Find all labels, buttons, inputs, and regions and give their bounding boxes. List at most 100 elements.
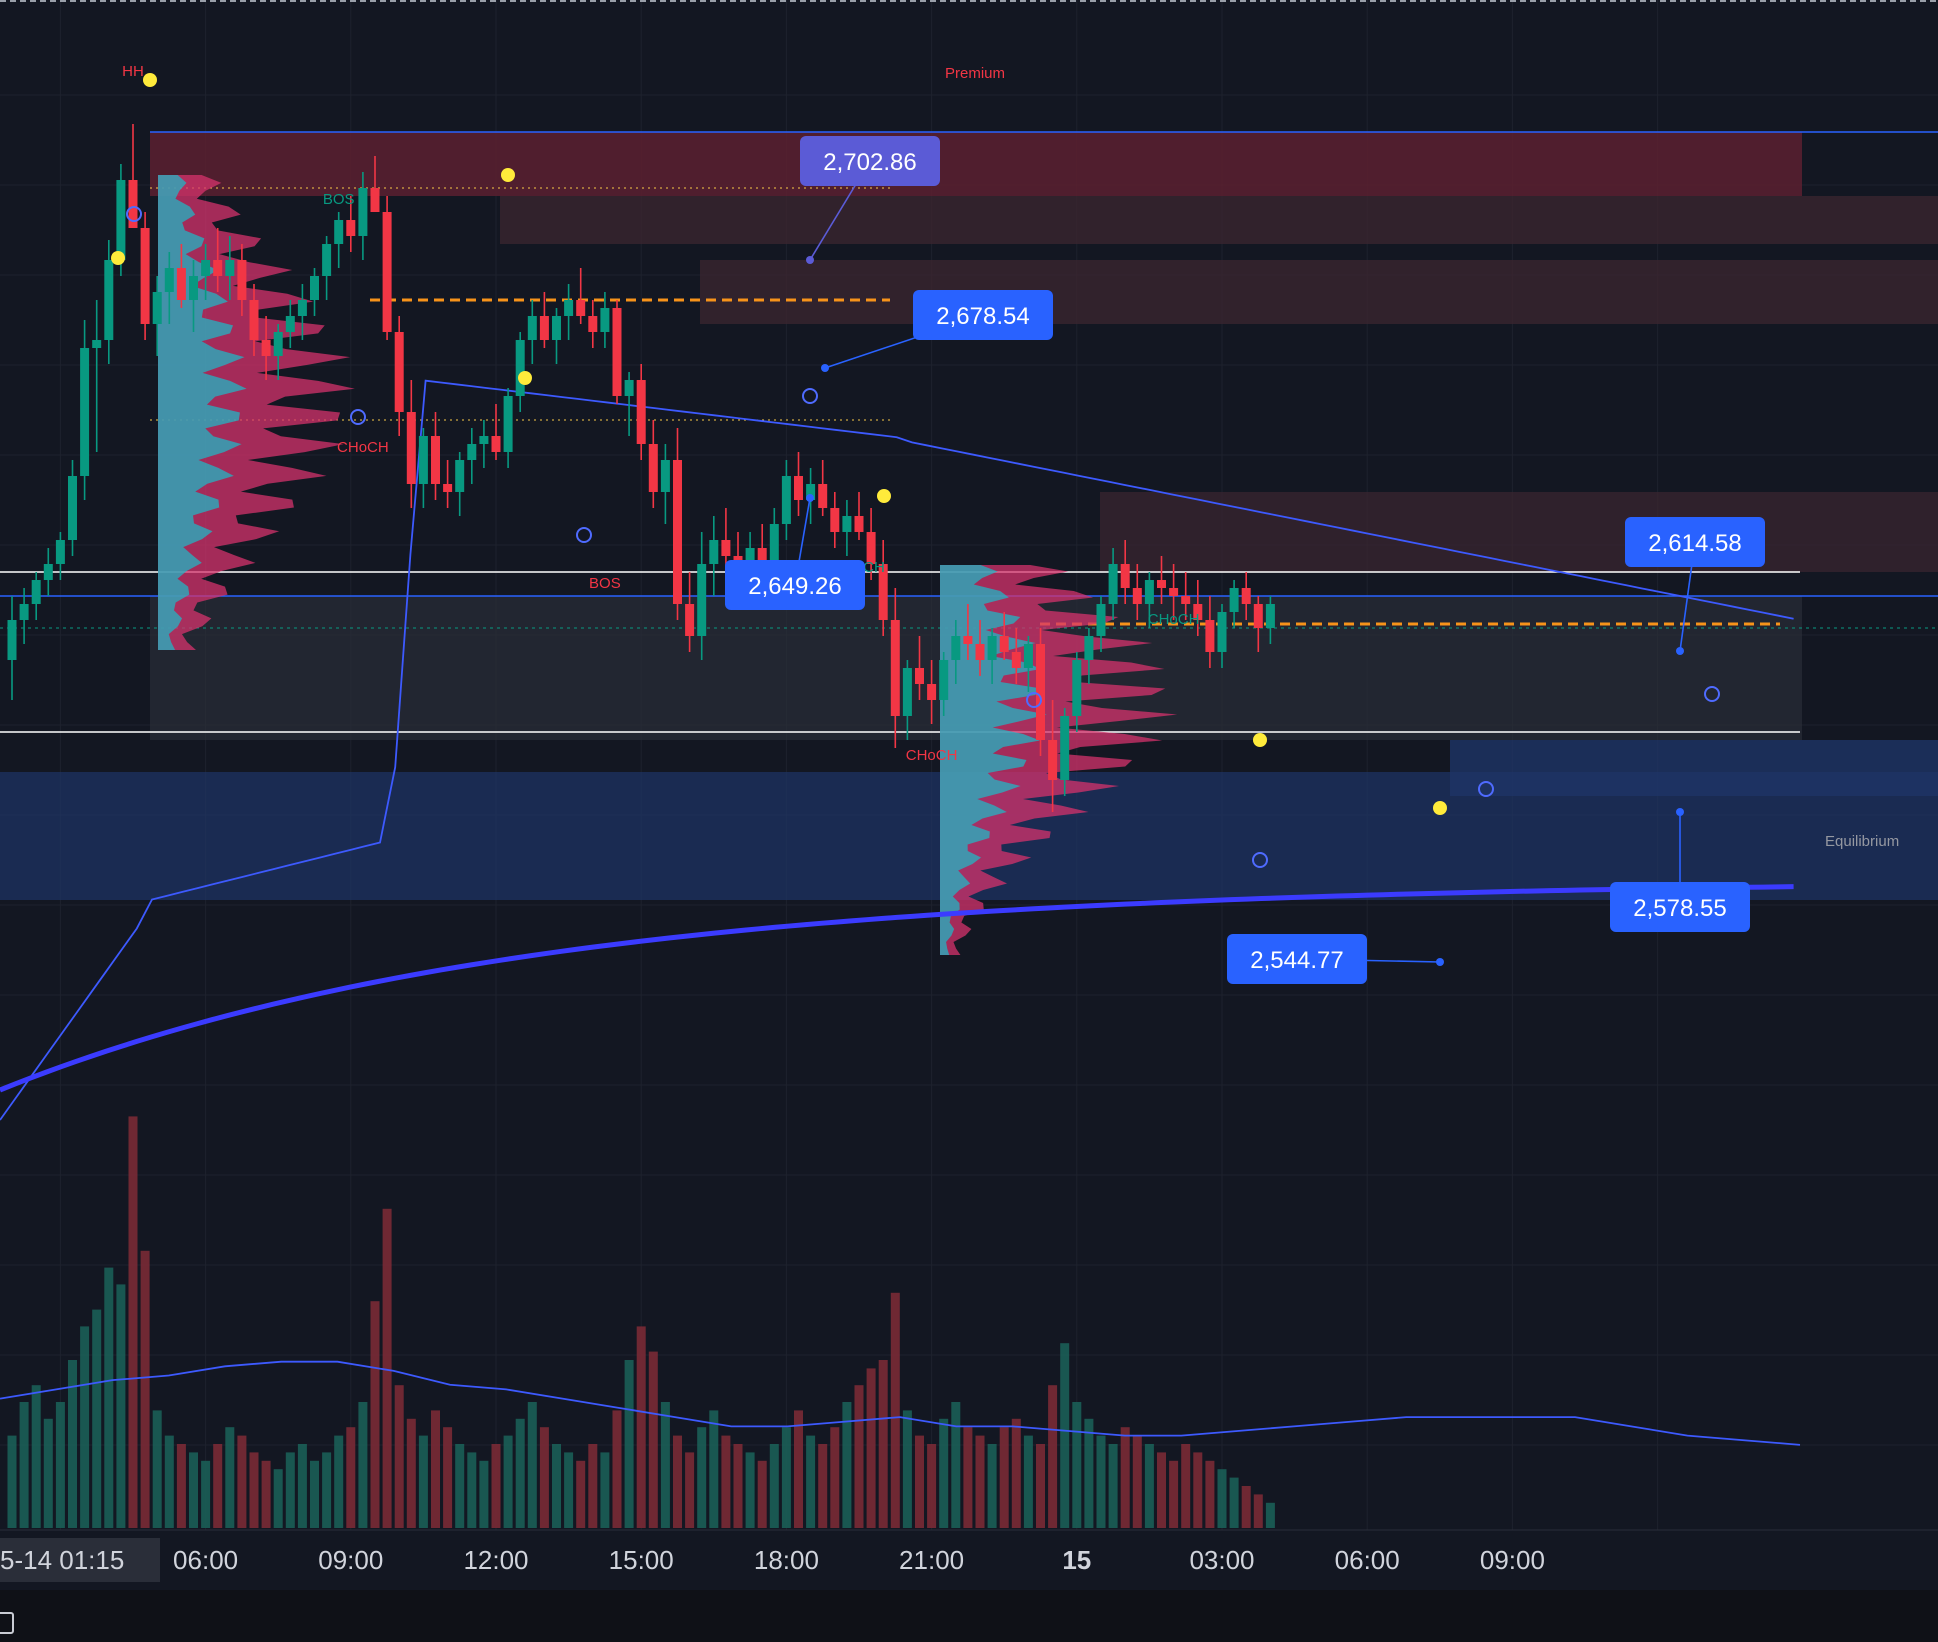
candle-body	[104, 260, 114, 340]
volume-bar	[1253, 1494, 1263, 1528]
candle-body	[939, 660, 949, 700]
candle	[285, 300, 295, 348]
pivot-ring	[1026, 692, 1042, 708]
callout-text: 2,578.55	[1633, 895, 1726, 922]
volume-bar	[491, 1444, 501, 1528]
candle-body	[261, 340, 271, 356]
candle-body	[1193, 604, 1203, 620]
candle	[370, 156, 380, 212]
volume-bar	[1108, 1444, 1118, 1528]
volume-bar	[527, 1402, 537, 1528]
volume-bar	[334, 1435, 344, 1528]
volume-bar	[987, 1444, 997, 1528]
volume-bar	[939, 1418, 949, 1528]
volume-bar	[1084, 1418, 1094, 1528]
candle-body	[685, 604, 695, 636]
markers-layer	[111, 73, 1720, 868]
candle-body	[660, 460, 670, 492]
volume-bar	[612, 1410, 622, 1528]
volume-bar	[515, 1418, 525, 1528]
candle-body	[1108, 564, 1118, 604]
candle	[794, 452, 803, 516]
callout-box	[1610, 882, 1750, 932]
pivot-ring	[350, 409, 366, 425]
candle-body	[1036, 644, 1045, 740]
calendar-icon[interactable]	[0, 1612, 14, 1634]
pivot-ring	[1704, 686, 1720, 702]
candle	[1048, 700, 1058, 812]
volume-bar	[685, 1452, 695, 1528]
volume-ma-line	[0, 1360, 1801, 1446]
volume-bar	[382, 1208, 392, 1528]
volume-bar	[1205, 1460, 1215, 1528]
candle-body	[1144, 580, 1154, 604]
volume-bar	[1023, 1435, 1033, 1528]
volume-bar	[588, 1444, 598, 1528]
volume-bar	[189, 1452, 198, 1528]
candle	[1241, 572, 1251, 620]
callout-text: 2,702.86	[823, 149, 916, 176]
volume-bar	[104, 1267, 114, 1528]
callout-anchor	[806, 256, 814, 264]
volume-bar	[346, 1427, 356, 1528]
callout-box	[1227, 934, 1367, 984]
candle-body	[310, 276, 319, 300]
candle-body	[152, 292, 162, 324]
candle-body	[1217, 612, 1227, 652]
candle-body	[201, 260, 211, 276]
swing-dot	[1433, 801, 1447, 815]
candle-body	[576, 300, 586, 316]
candle-body	[781, 476, 791, 524]
candle	[1253, 596, 1263, 652]
volume-bar	[842, 1402, 852, 1528]
swing-dot	[143, 73, 157, 87]
candle-body	[564, 300, 574, 316]
time-axis: 5-14 01:15 06:00 09:00 12:00 15:00 18:00 21:00…	[0, 1529, 1938, 1582]
candle-body	[963, 636, 973, 644]
candle	[334, 212, 344, 268]
time-tick-label: 09:00	[1480, 1545, 1545, 1575]
crosshair-time-label: 5-14 01:15	[0, 1545, 124, 1575]
volume-bar	[1132, 1435, 1142, 1528]
candle-body	[249, 300, 259, 340]
candle	[310, 268, 319, 316]
volume-bar	[370, 1301, 380, 1528]
candle	[515, 332, 525, 412]
candle	[1108, 548, 1118, 620]
candle-body	[552, 316, 561, 340]
candle	[527, 300, 537, 364]
candle-body	[1205, 620, 1215, 652]
volume-bar	[854, 1385, 864, 1528]
volume-bar	[176, 1444, 186, 1528]
candle-body	[709, 540, 719, 564]
candle	[273, 324, 283, 380]
swing-dot	[518, 371, 532, 385]
candle	[842, 500, 852, 556]
time-tick-label: 15	[1062, 1545, 1091, 1575]
crosshair-time-box	[0, 1538, 160, 1582]
candle-body	[1023, 644, 1033, 668]
candle	[866, 508, 876, 580]
candle	[443, 460, 453, 508]
candle-body	[431, 436, 440, 484]
volume-bar	[866, 1368, 876, 1528]
volume-bar	[479, 1460, 489, 1528]
candle	[128, 124, 138, 228]
candle-body	[370, 188, 380, 212]
candle	[176, 244, 186, 308]
candle	[1144, 572, 1154, 628]
candle-body	[721, 540, 731, 556]
candle	[1265, 596, 1275, 644]
volume-bar	[273, 1469, 283, 1528]
candle-body	[1229, 588, 1239, 612]
candle	[963, 604, 973, 660]
swing-dot	[501, 168, 515, 182]
volume-bar	[1011, 1418, 1021, 1528]
candle	[697, 532, 707, 660]
volume-bar	[19, 1402, 29, 1528]
volume-bar	[467, 1452, 477, 1528]
price-callout: 2,578.55	[1610, 808, 1750, 932]
volume-bar	[902, 1410, 912, 1528]
pivot-ring	[802, 388, 818, 404]
